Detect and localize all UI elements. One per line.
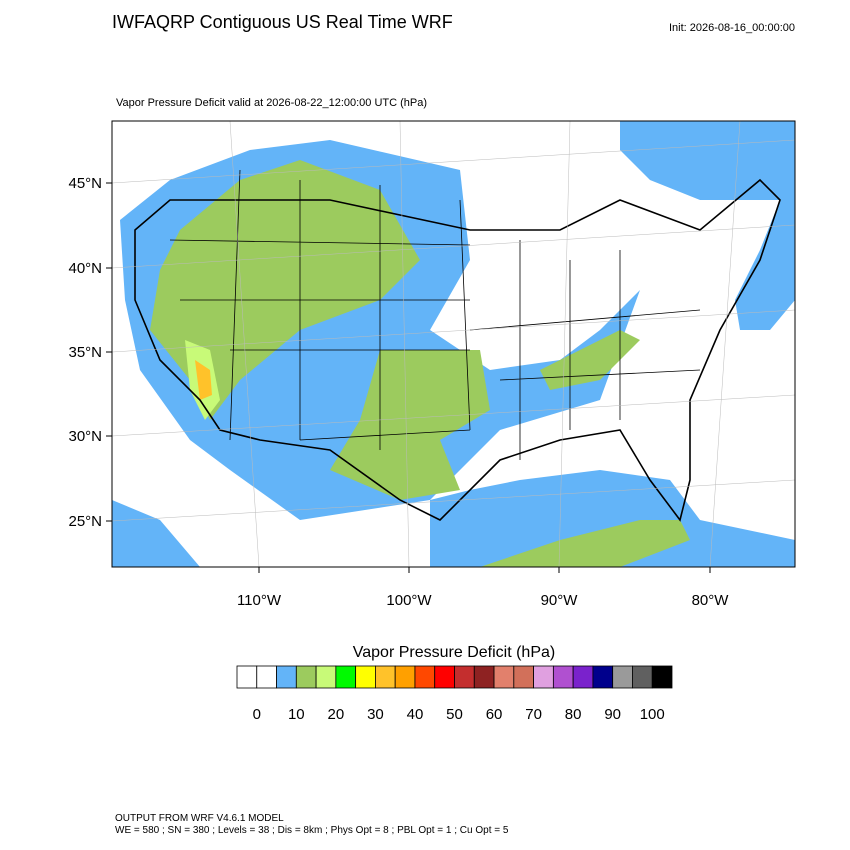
- colorbar-swatch: [256, 665, 277, 689]
- colorbar-swatch: [295, 665, 317, 689]
- graticule: [112, 121, 795, 567]
- colorbar-swatch: [592, 665, 614, 689]
- gulf-dry-patch: [480, 520, 690, 567]
- colorbar-swatch: [572, 665, 594, 689]
- atlantic-humidity: [620, 121, 795, 330]
- colorbar-swatch: [552, 665, 574, 689]
- colorbar-label: 30: [367, 706, 384, 723]
- footer-line: WE = 580 ; SN = 380 ; Levels = 38 ; Dis …: [115, 825, 509, 836]
- colorbar-swatch: [315, 665, 337, 689]
- colorbar-swatch: [493, 665, 515, 689]
- colorbar-label: 10: [288, 706, 305, 723]
- subtitle: Vapor Pressure Deficit valid at 2026-08-…: [116, 97, 427, 109]
- lat-labels: 45°N 40°N 35°N 30°N 25°N: [68, 175, 112, 530]
- colorbar-swatch: [434, 665, 455, 689]
- map: 45°N 40°N 35°N 30°N 25°N 110°W 100°W 90°W 80°W: [68, 120, 796, 609]
- lat-label: 35°N: [68, 344, 102, 361]
- state-lines: [169, 169, 701, 460]
- colorbar-label: 90: [604, 706, 621, 723]
- lon-label: 100°W: [386, 592, 432, 609]
- lat-label: 25°N: [68, 513, 102, 530]
- colorbar-swatch: [473, 665, 495, 689]
- colorbar-label: 70: [525, 706, 542, 723]
- colorbar-swatch: [454, 665, 475, 689]
- colorbar-swatch: [335, 665, 357, 689]
- lat-label: 30°N: [68, 428, 102, 445]
- lon-labels: 110°W 100°W 90°W 80°W: [237, 567, 729, 609]
- init-time: Init: 2026-08-16_00:00:00: [669, 22, 795, 34]
- hot-spot: [195, 360, 212, 400]
- colorbar-swatch: [276, 665, 297, 689]
- colorbar-label: 80: [565, 706, 582, 723]
- lon-label: 80°W: [692, 592, 730, 609]
- title: IWFAQRP Contiguous US Real Time WRF: [112, 12, 453, 32]
- lon-label: 90°W: [541, 592, 579, 609]
- west-dry-region: [150, 160, 420, 420]
- colorbar-swatch: [533, 665, 554, 689]
- colorbar-label: 40: [407, 706, 424, 723]
- colorbar-swatch: [414, 665, 436, 689]
- colorbar-label: 20: [328, 706, 345, 723]
- colorbar-label: 60: [486, 706, 503, 723]
- footer-line: OUTPUT FROM WRF V4.6.1 MODEL: [115, 813, 284, 824]
- lat-label: 45°N: [68, 175, 102, 192]
- pacific-humidity: [112, 500, 200, 567]
- tennessee-dry-region: [540, 330, 640, 390]
- colorbar-swatch: [394, 665, 416, 689]
- colorbar-swatch: [355, 665, 376, 689]
- lat-label: 40°N: [68, 260, 102, 277]
- colorbar-swatch: [513, 665, 534, 689]
- colorbar-title: Vapor Pressure Deficit (hPa): [353, 644, 555, 661]
- colorbar-swatch: [651, 665, 673, 689]
- colorbar-swatch: [632, 665, 653, 689]
- colorbar-swatch: [236, 665, 258, 689]
- plains-dry-region: [330, 350, 490, 500]
- lon-label: 110°W: [237, 592, 282, 609]
- gulf-humidity: [430, 470, 795, 567]
- us-outline: [134, 178, 781, 522]
- colorbar-swatch: [612, 665, 633, 689]
- map-frame: [111, 120, 796, 568]
- colorbar-label: 100: [640, 706, 665, 723]
- colorbar: 0 10 20 30 40 50 60 70 80 90 100: [236, 665, 673, 723]
- colorbar-swatch: [375, 665, 396, 689]
- colorbar-label: 0: [253, 706, 261, 723]
- colorbar-label: 50: [446, 706, 463, 723]
